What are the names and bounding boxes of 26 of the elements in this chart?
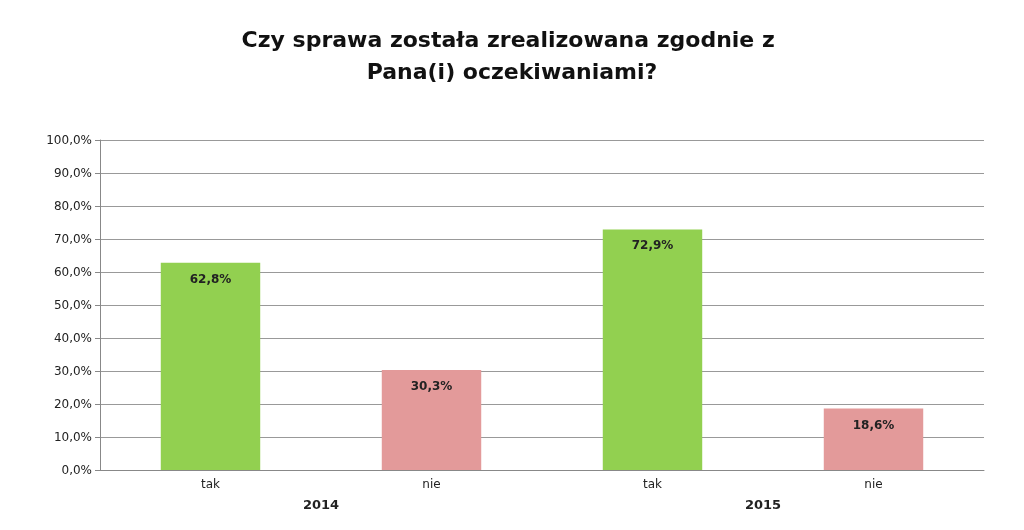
- y-tick-label: 100,0%: [46, 133, 92, 147]
- x-tick-label: nie: [864, 477, 883, 491]
- y-tick-label: 70,0%: [53, 232, 92, 246]
- y-tick-label: 50,0%: [53, 298, 92, 312]
- x-tick-label: tak: [642, 477, 663, 491]
- bar: [160, 262, 261, 470]
- data-label: 72,9%: [631, 238, 674, 253]
- y-tick-label: 20,0%: [53, 397, 92, 411]
- bar: [381, 370, 482, 470]
- y-tick-label: 40,0%: [53, 331, 92, 345]
- data-label: 62,8%: [189, 271, 232, 286]
- text: 2014: [302, 497, 340, 512]
- chart-title: Czy sprawa została zrealizowana zgodnie z Pana(i) oczekiwaniami?: [241, 26, 783, 84]
- bar: [823, 408, 924, 470]
- x-tick-label: tak: [200, 477, 221, 491]
- y-tick-label: 0,0%: [61, 463, 92, 477]
- y-tick-label: 10,0%: [53, 430, 92, 444]
- data-label: 30,3%: [410, 379, 453, 394]
- text: 2015: [744, 497, 782, 512]
- y-tick-label: 60,0%: [53, 265, 92, 279]
- y-tick-label: 30,0%: [53, 364, 92, 378]
- y-tick-label: 80,0%: [53, 199, 92, 213]
- bar: [602, 229, 703, 470]
- data-label: 18,6%: [852, 417, 895, 432]
- y-tick-label: 90,0%: [53, 166, 92, 180]
- x-tick-label: nie: [422, 477, 441, 491]
